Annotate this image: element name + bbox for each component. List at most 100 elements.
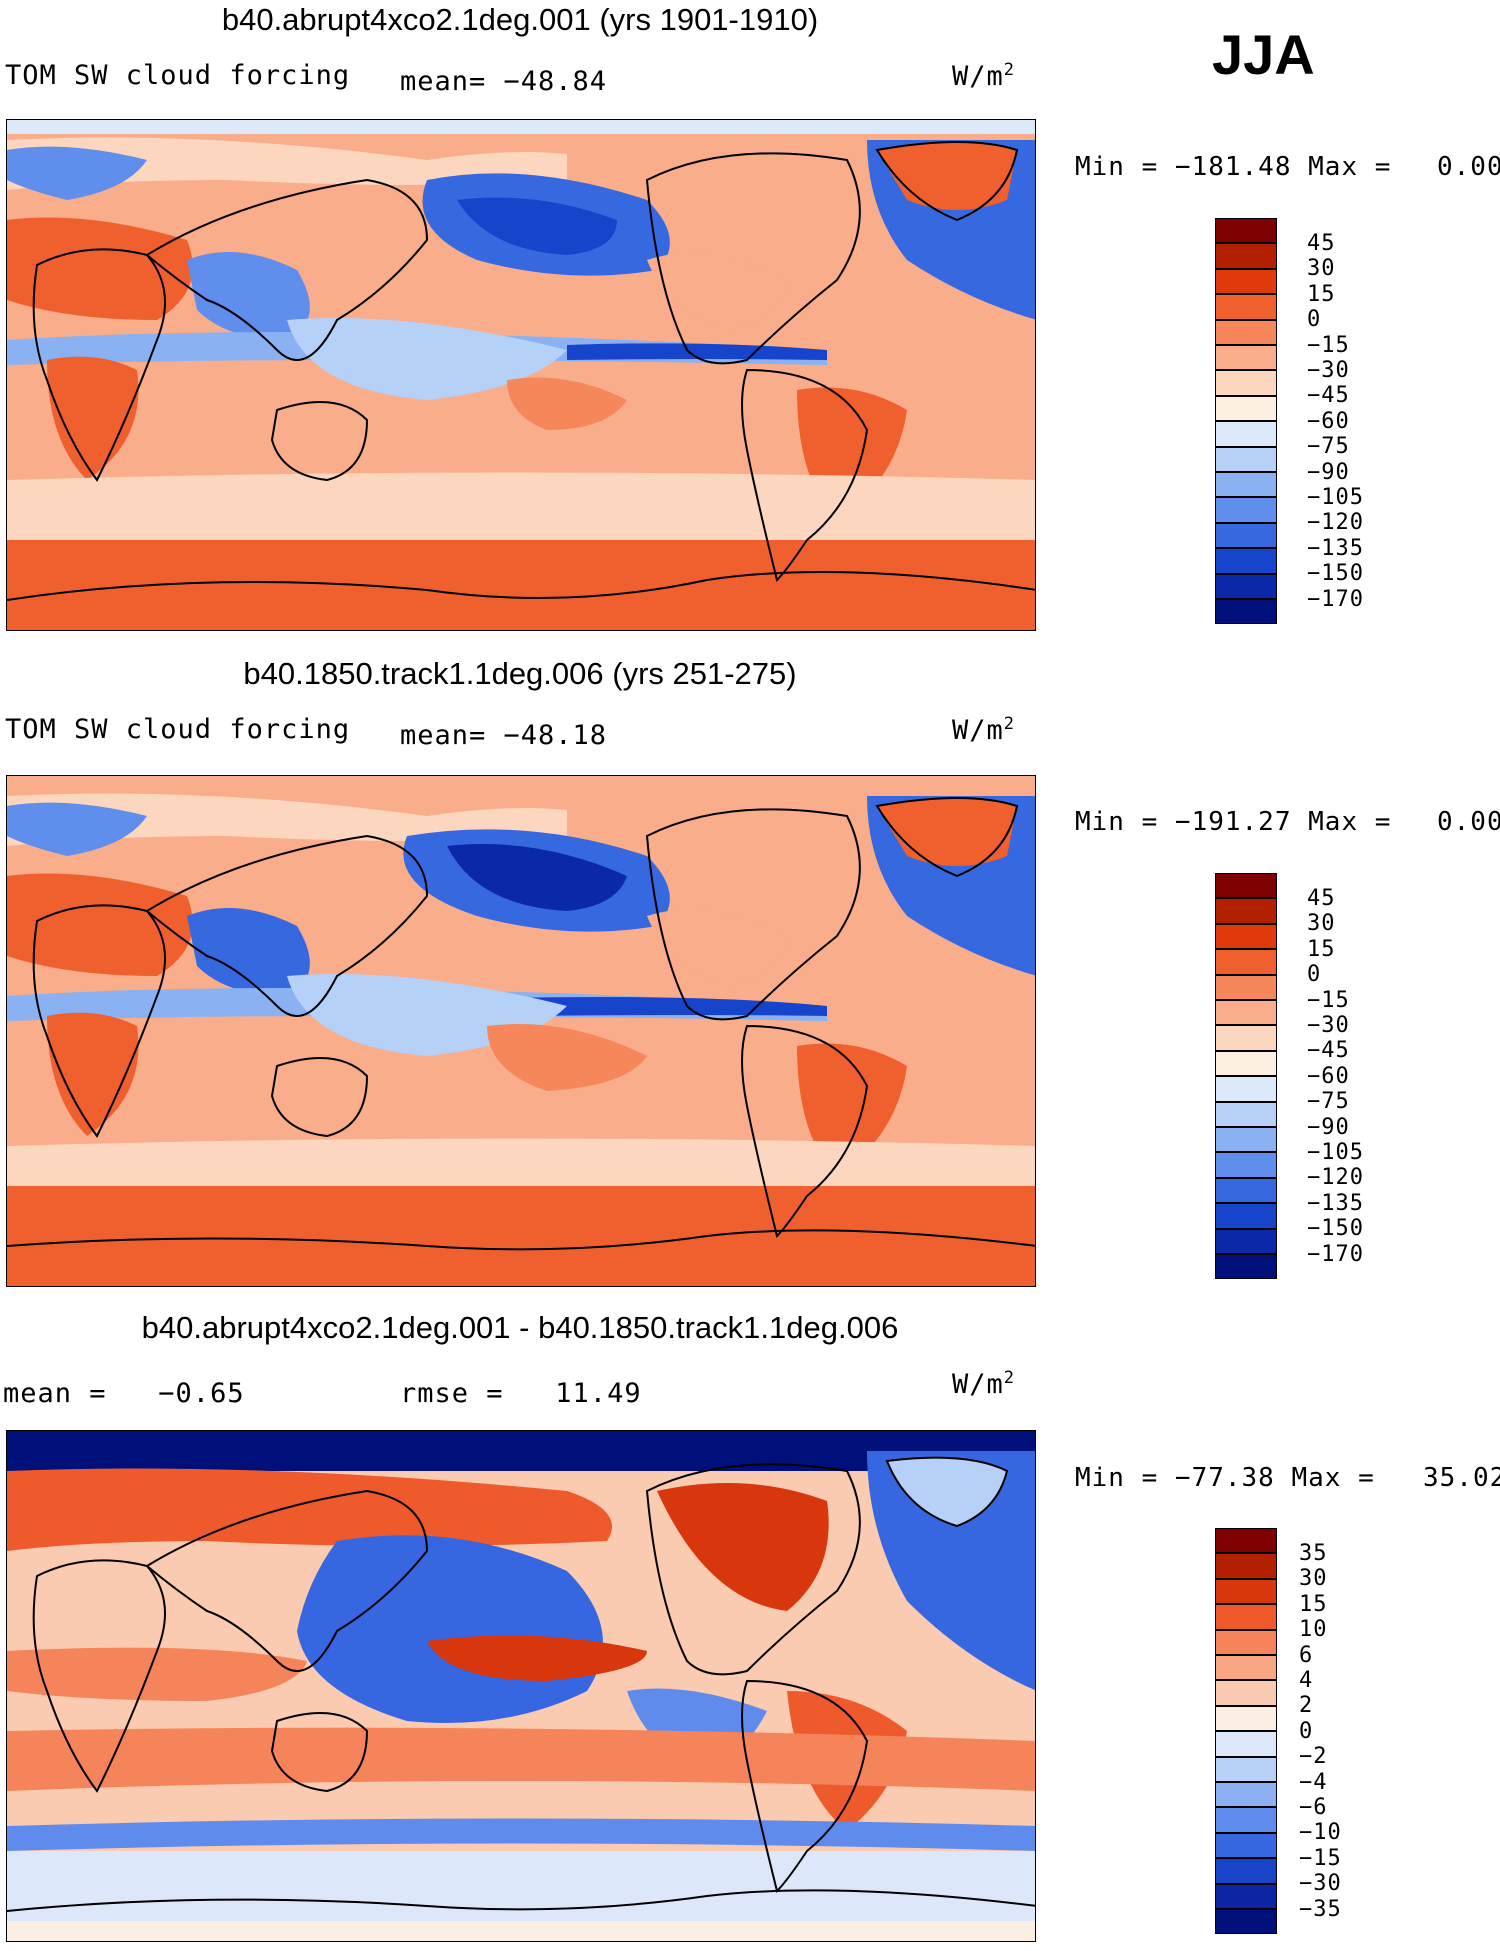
panel1-units: W/m2 [952, 60, 1015, 92]
coast-africa [32, 1559, 166, 1793]
panel1-colorbar-label: −170 [1307, 586, 1364, 612]
coast-africa [32, 248, 166, 482]
north-africa-warm [7, 873, 193, 976]
panel2-colorbar-label: 15 [1307, 936, 1336, 962]
panel1-colorbar-box [1215, 599, 1277, 625]
panel1-colorbar-box [1215, 472, 1277, 498]
panel2-units-text: W/m [952, 715, 1004, 746]
panel1-colorbar-box [1215, 319, 1277, 345]
panel3-colorbar-box [1215, 1858, 1277, 1884]
arctic-band [7, 120, 1035, 134]
panel1-colorbar-box [1215, 522, 1277, 549]
panel3-colorbar-box [1215, 1832, 1277, 1859]
panel3-max-value: 35.02 [1423, 1463, 1500, 1493]
coast-eurasia [146, 178, 429, 361]
panel2-map-svg [7, 776, 1035, 1286]
se-pacific-stratocumulus [487, 1024, 647, 1091]
coast-eurasia [146, 1489, 429, 1672]
coast-south-america [741, 1024, 869, 1238]
panel3-colorbar-label: 6 [1299, 1642, 1314, 1668]
north-band [7, 793, 567, 846]
panel1-colorbar-box [1215, 395, 1277, 422]
antarctic-band [7, 540, 1035, 630]
panel3-units-text: W/m [952, 1369, 1004, 1400]
panel3-colorbar-label: −6 [1299, 1795, 1328, 1820]
asian-monsoon-cloud [187, 252, 310, 340]
panel1-colorbar-label: 45 [1307, 231, 1336, 256]
panel3-colorbar-box [1215, 1629, 1277, 1655]
central-pacific-positive [427, 1635, 647, 1681]
panel3-colorbar-label: 0 [1299, 1718, 1314, 1744]
panel1-map [6, 119, 1036, 631]
se-pacific-stratocumulus [507, 377, 627, 430]
southern-midlat-band [7, 1138, 1035, 1186]
panel1-colorbar-label: −150 [1307, 561, 1364, 587]
panel2-max-value: 0.00 [1437, 807, 1500, 837]
southern-subtropics-positive [7, 1727, 1035, 1791]
panel3-colorbar-label: −15 [1299, 1845, 1342, 1871]
north-america-positive [657, 1483, 829, 1611]
panel1-mean-label: mean= −48.84 [400, 66, 608, 97]
panel2-colorbar-box [1215, 898, 1277, 924]
panel1-colorbar-label: 0 [1307, 307, 1322, 333]
north-america-land [647, 253, 787, 330]
panel3-colorbar-box [1215, 1756, 1277, 1782]
panel2-colorbar-label: −120 [1307, 1165, 1364, 1191]
panel2-units-sup: 2 [1003, 714, 1016, 734]
north-band [7, 137, 567, 190]
panel1-colorbar-label: −105 [1307, 485, 1364, 510]
antarctic-edge [7, 1921, 1035, 1941]
coast-antarctica [7, 1229, 1035, 1251]
panel2-colorbar-label: −30 [1307, 1013, 1350, 1038]
southern-africa-land [47, 356, 139, 480]
panel2-mean-label: mean= −48.18 [400, 720, 608, 751]
panel3-colorbar-label: −30 [1299, 1871, 1342, 1897]
panel1-colorbar-label: 15 [1307, 281, 1336, 307]
panel3-colorbar-label: 35 [1299, 1541, 1328, 1566]
panel3-colorbar-box [1215, 1909, 1277, 1935]
panel1-colorbar-box [1215, 345, 1277, 371]
panel3-colorbar-label: −10 [1299, 1820, 1342, 1846]
coast-north-america [645, 1463, 861, 1676]
panel3-units: W/m2 [952, 1368, 1015, 1400]
panel1-map-svg [7, 120, 1035, 630]
coast-australia [270, 1057, 369, 1138]
panel3-colorbar-box [1215, 1883, 1277, 1909]
north-atlantic-east-cloud [7, 802, 147, 856]
panel2-title: b40.1850.track1.1deg.006 (yrs 251-275) [243, 656, 797, 691]
panel2-colorbar-box [1215, 923, 1277, 950]
coast-north-america [645, 152, 861, 365]
coast-australia [270, 401, 369, 482]
coast-greenland [875, 141, 1019, 222]
coast-south-america [741, 1679, 869, 1893]
panel2-colorbar-label: −15 [1307, 987, 1350, 1013]
panel1-variable-label: TOM SW cloud forcing [5, 60, 351, 91]
panel2-colorbar-label: −170 [1307, 1241, 1364, 1267]
panel3-colorbar-box [1215, 1782, 1277, 1808]
panel1-colorbar-label: −135 [1307, 535, 1364, 561]
panel3-colorbar-label: 10 [1299, 1617, 1328, 1643]
coastlines [7, 141, 1035, 601]
panel2-units: W/m2 [952, 714, 1015, 746]
panel1-minmax: Min = −181.48 Max = [1075, 152, 1392, 182]
panel3-colorbar-label: 4 [1299, 1668, 1314, 1693]
coastlines [7, 1456, 1035, 1912]
panel2-colorbar-box [1215, 1152, 1277, 1178]
southern-midlat-band [7, 472, 1035, 540]
panel2-colorbar-box [1215, 1000, 1277, 1026]
itcz-core [567, 343, 827, 360]
southern-ocean-negative [7, 1818, 1035, 1851]
panel1-colorbar-box [1215, 548, 1277, 574]
panel1-colorbar-box [1215, 218, 1277, 244]
panel1-colorbar-box [1215, 446, 1277, 472]
northern-land-positive [7, 1468, 612, 1551]
coast-africa [32, 904, 166, 1138]
panel3-colorbar-box [1215, 1680, 1277, 1706]
panel3-colorbar-label: −2 [1299, 1744, 1328, 1770]
panel3-colorbar-label: 30 [1299, 1566, 1328, 1592]
southern-africa-land [47, 1012, 139, 1136]
asian-monsoon-cloud [187, 908, 310, 996]
panel2-colorbar-box [1215, 1254, 1277, 1280]
north-pacific-core [447, 844, 627, 911]
warm-pool-cloud [287, 318, 567, 400]
